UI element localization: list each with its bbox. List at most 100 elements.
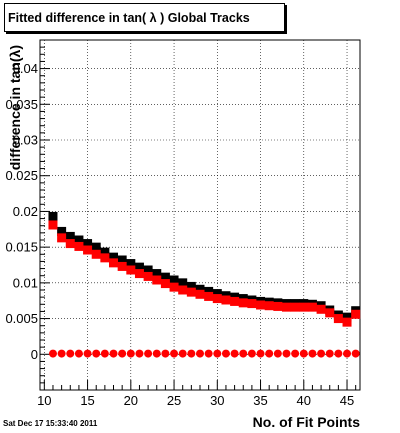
data-point-circle bbox=[273, 349, 282, 358]
data-point-square bbox=[48, 220, 58, 230]
data-point-square bbox=[65, 231, 75, 241]
data-point-square bbox=[333, 314, 343, 324]
data-point-square bbox=[117, 261, 127, 271]
data-point-square bbox=[290, 302, 300, 312]
data-point-circle bbox=[247, 349, 256, 358]
data-point-circle bbox=[152, 349, 161, 358]
data-point-circle bbox=[351, 349, 360, 358]
data-point-circle bbox=[74, 349, 83, 358]
chart-title-box: Fitted difference in tan( λ ) Global Tra… bbox=[4, 3, 285, 32]
x-tick-label: 30 bbox=[210, 393, 224, 408]
data-point-circle bbox=[308, 349, 317, 358]
data-point-circle bbox=[109, 349, 118, 358]
data-point-circle bbox=[299, 349, 308, 358]
data-point-square bbox=[178, 285, 188, 295]
data-point-circle bbox=[204, 349, 213, 358]
data-point-circle bbox=[256, 349, 265, 358]
data-point-square bbox=[91, 242, 101, 252]
x-tick-label: 35 bbox=[253, 393, 267, 408]
data-point-circle bbox=[291, 349, 300, 358]
x-tick-label: 15 bbox=[80, 393, 94, 408]
data-point-square bbox=[186, 281, 196, 291]
data-point-circle bbox=[178, 349, 187, 358]
x-tick-label: 10 bbox=[37, 393, 51, 408]
x-tick-label: 40 bbox=[297, 393, 311, 408]
data-point-square bbox=[169, 275, 179, 285]
data-point-circle bbox=[66, 349, 75, 358]
data-point-circle bbox=[170, 349, 179, 358]
data-point-square bbox=[316, 304, 326, 314]
data-point-square bbox=[169, 282, 179, 292]
data-point-circle bbox=[221, 349, 230, 358]
data-point-square bbox=[351, 309, 361, 319]
data-point-square bbox=[204, 286, 214, 296]
data-point-square bbox=[57, 226, 67, 236]
y-tick-label: 0.03 bbox=[13, 133, 38, 148]
data-point-square bbox=[143, 265, 153, 275]
data-point-circle bbox=[48, 349, 57, 358]
data-point-circle bbox=[317, 349, 326, 358]
data-point-square bbox=[247, 299, 257, 309]
y-tick-label: 0.015 bbox=[5, 240, 38, 255]
data-point-square bbox=[74, 235, 84, 245]
data-point-square bbox=[152, 275, 162, 285]
data-point-circle bbox=[325, 349, 334, 358]
data-point-square bbox=[134, 262, 144, 272]
data-point-square bbox=[299, 302, 309, 312]
data-point-square bbox=[238, 298, 248, 308]
data-point-circle bbox=[213, 349, 222, 358]
data-point-square bbox=[160, 272, 170, 282]
data-point-square bbox=[126, 265, 136, 275]
data-point-circle bbox=[196, 349, 204, 358]
data-point-square bbox=[126, 259, 136, 269]
data-point-circle bbox=[334, 349, 343, 358]
y-tick-label: 0 bbox=[31, 347, 38, 362]
data-point-circle bbox=[57, 349, 66, 358]
y-tick-label: 0.025 bbox=[5, 168, 38, 183]
data-point-square bbox=[212, 294, 222, 304]
data-point-square bbox=[325, 308, 335, 318]
data-point-square bbox=[100, 253, 110, 263]
y-tick-label: 0.04 bbox=[13, 61, 38, 76]
data-point-square bbox=[117, 255, 127, 265]
data-point-square bbox=[48, 211, 58, 221]
data-point-circle bbox=[265, 349, 274, 358]
data-point-circle bbox=[187, 349, 196, 358]
data-point-square bbox=[83, 245, 93, 255]
plot-frame bbox=[39, 39, 361, 391]
data-point-square bbox=[109, 252, 119, 262]
data-point-circle bbox=[135, 349, 144, 358]
data-point-square bbox=[134, 269, 144, 279]
data-point-square bbox=[83, 239, 93, 249]
data-point-square bbox=[212, 289, 222, 299]
y-tick-label: 0.02 bbox=[13, 204, 38, 219]
data-point-circle bbox=[92, 349, 101, 358]
data-point-circle bbox=[118, 349, 127, 358]
data-point-circle bbox=[83, 349, 92, 358]
data-point-square bbox=[281, 302, 291, 312]
data-point-square bbox=[152, 269, 162, 279]
y-tick-label: 0.005 bbox=[5, 311, 38, 326]
data-point-square bbox=[342, 312, 352, 322]
data-point-circle bbox=[161, 349, 170, 358]
data-point-square bbox=[186, 287, 196, 297]
data-point-square bbox=[143, 271, 153, 281]
data-point-circle bbox=[239, 349, 248, 358]
data-point-square bbox=[195, 289, 205, 299]
data-point-square bbox=[74, 241, 84, 251]
x-tick-label: 25 bbox=[167, 393, 181, 408]
data-point-square bbox=[221, 295, 231, 305]
data-point-square bbox=[160, 279, 170, 289]
data-point-square bbox=[273, 301, 283, 311]
y-axis-title: difference in tan(λ) bbox=[7, 45, 23, 170]
y-tick-label: 0.01 bbox=[13, 275, 38, 290]
data-point-square bbox=[342, 317, 352, 327]
data-point-square bbox=[264, 301, 274, 311]
data-point-circle bbox=[100, 349, 109, 358]
data-point-circle bbox=[343, 349, 352, 358]
data-point-circle bbox=[230, 349, 239, 358]
data-point-square bbox=[109, 258, 119, 268]
data-point-square bbox=[307, 302, 317, 312]
data-point-circle bbox=[126, 349, 135, 358]
